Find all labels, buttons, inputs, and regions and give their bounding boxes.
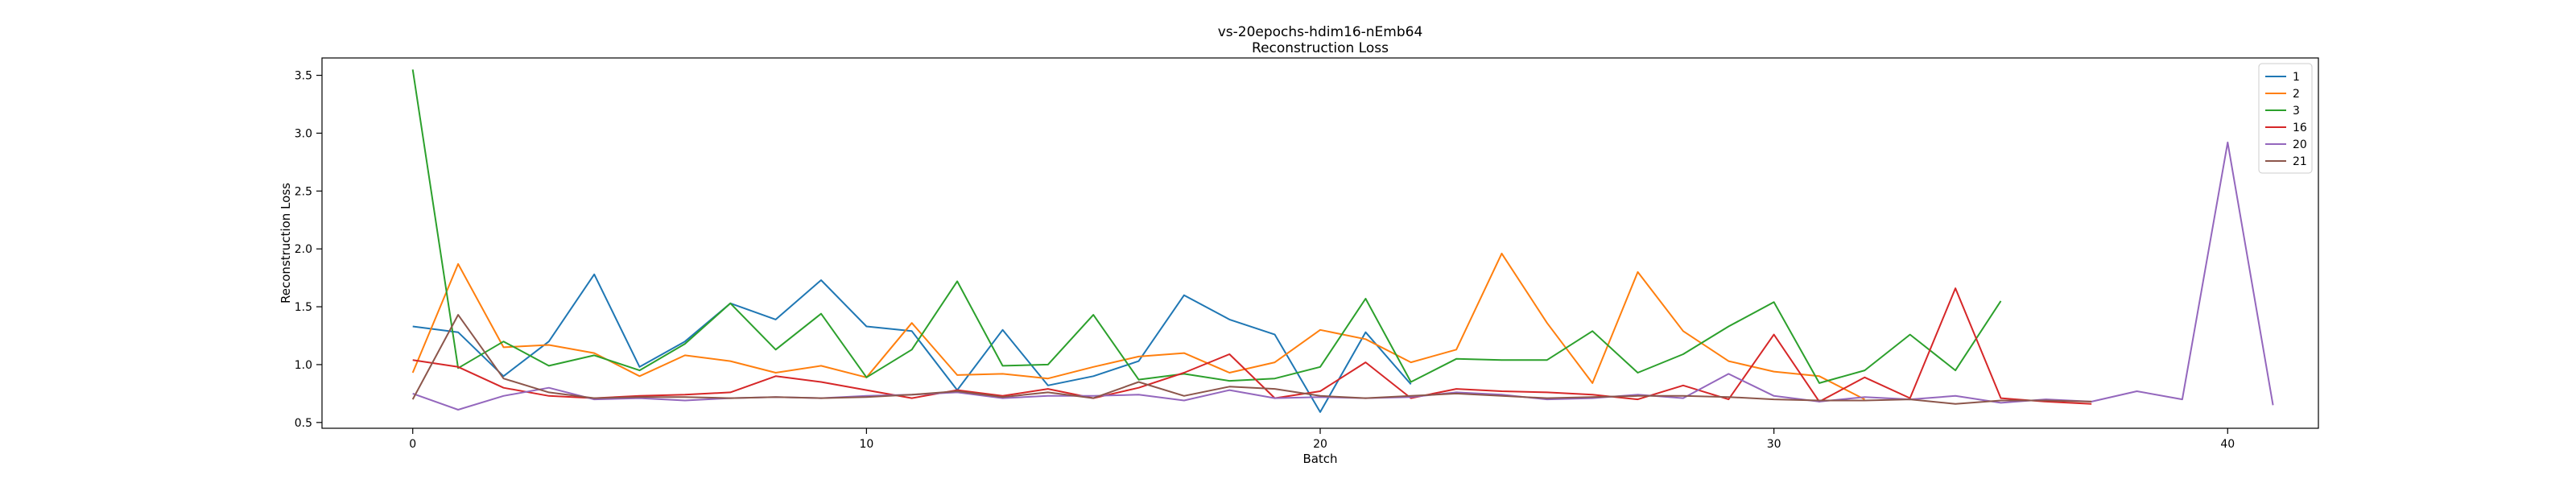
x-axis-label: Batch bbox=[1302, 452, 1337, 466]
x-tick-label: 40 bbox=[2220, 438, 2235, 451]
x-tick-label: 20 bbox=[1313, 438, 1327, 451]
legend-label-20: 20 bbox=[2293, 138, 2307, 151]
legend-label-2: 2 bbox=[2293, 88, 2300, 101]
y-tick-label: 0.5 bbox=[295, 417, 312, 430]
legend-label-21: 21 bbox=[2293, 155, 2307, 168]
x-tick-label: 0 bbox=[409, 438, 416, 451]
series-line-3 bbox=[411, 69, 2002, 384]
y-tick-label: 1.0 bbox=[295, 359, 312, 372]
series-line-16 bbox=[412, 287, 2092, 405]
series-line-1 bbox=[412, 273, 1412, 413]
y-tick-label: 3.0 bbox=[295, 127, 312, 140]
series-line-2 bbox=[411, 252, 1865, 400]
axes-frame bbox=[321, 57, 2319, 429]
y-tick-label: 2.0 bbox=[295, 243, 312, 256]
legend: 1 2 3 16 20 21 bbox=[2258, 63, 2313, 174]
series-line-21 bbox=[411, 314, 2092, 405]
axis-ticks: 0 10 20 30 40 0.5 1.0 1.5 2.0 2.5 3.0 3.5 bbox=[295, 70, 2235, 451]
x-tick-label: 30 bbox=[1767, 438, 1781, 451]
chart-subtitle: Reconstruction Loss bbox=[1252, 40, 1389, 56]
legend-box bbox=[2258, 63, 2313, 174]
series-lines bbox=[411, 69, 2274, 413]
y-tick-label: 2.5 bbox=[295, 185, 312, 198]
legend-label-16: 16 bbox=[2293, 122, 2307, 134]
legend-label-1: 1 bbox=[2293, 71, 2300, 84]
y-axis-label: Reconstruction Loss bbox=[279, 183, 293, 303]
series-line-20 bbox=[412, 141, 2274, 411]
y-tick-label: 1.5 bbox=[295, 301, 312, 314]
x-tick-label: 10 bbox=[859, 438, 873, 451]
y-tick-label: 3.5 bbox=[295, 70, 312, 83]
legend-label-3: 3 bbox=[2293, 105, 2300, 118]
chart-title: vs-20epochs-hdim16-nEmb64 bbox=[1218, 24, 1423, 40]
